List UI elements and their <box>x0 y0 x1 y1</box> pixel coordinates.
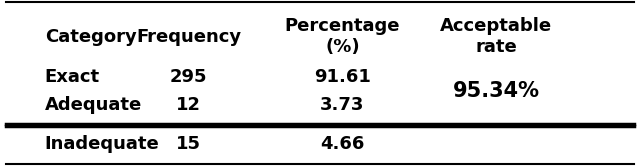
Text: Inadequate: Inadequate <box>45 135 159 153</box>
Text: Category: Category <box>45 28 136 45</box>
Text: 295: 295 <box>170 68 207 86</box>
Text: Frequency: Frequency <box>136 28 241 45</box>
Text: Adequate: Adequate <box>45 96 142 114</box>
Text: 95.34%: 95.34% <box>452 81 540 101</box>
Text: Percentage
(%): Percentage (%) <box>285 17 400 56</box>
Text: Acceptable
rate: Acceptable rate <box>440 17 552 56</box>
Text: Exact: Exact <box>45 68 100 86</box>
Text: 15: 15 <box>176 135 202 153</box>
Text: 91.61: 91.61 <box>314 68 371 86</box>
Text: 3.73: 3.73 <box>320 96 365 114</box>
Text: 4.66: 4.66 <box>320 135 365 153</box>
Text: 12: 12 <box>176 96 202 114</box>
